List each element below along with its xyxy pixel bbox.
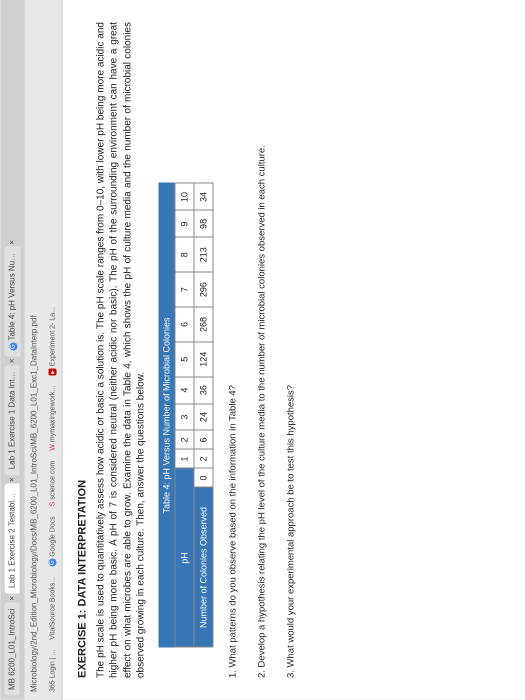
table-row-ph: pH 1 2 3 4 5 6 7 8 9 10 (175, 184, 194, 648)
cell: 5 (175, 342, 194, 377)
google-icon: G (9, 343, 17, 351)
cell: 6 (175, 307, 194, 342)
bookmark-experiment[interactable]: ▸ Experiment 2- La... (49, 307, 57, 376)
tab-close-1[interactable]: × (8, 477, 17, 482)
cell: 1 (175, 450, 194, 469)
row-header-ph: pH (175, 469, 194, 648)
exercise-title: EXERCISE 1: DATA INTERPRETATION (76, 22, 88, 678)
cell: 34 (194, 184, 213, 211)
s-icon: S (49, 502, 56, 507)
tab-2[interactable]: Lab 1 Exercise 1 Data Interpr (5, 365, 20, 475)
cell: 9 (175, 210, 194, 237)
cell: 7 (175, 272, 194, 307)
tab-1[interactable]: Lab 1 Exercise 2 Testable Ob (5, 484, 20, 594)
google-icon: G (49, 559, 57, 567)
bookmark-mymax[interactable]: W mymaxingework... (49, 386, 56, 451)
bookmark-science[interactable]: S science.com (49, 461, 56, 507)
cell: 36 (194, 377, 213, 404)
tab-close-3[interactable]: × (8, 240, 17, 245)
question-2: 2. Develop a hypothesis relating the pH … (256, 22, 267, 678)
cell: 24 (194, 404, 213, 431)
row-header-colonies: Number of Colonies Observed (194, 488, 213, 648)
cell: 2 (194, 450, 213, 469)
cell: 2 (175, 431, 194, 450)
intro-paragraph: The pH scale is used to quantitatively a… (94, 22, 148, 678)
tab-3[interactable]: G Table 4: pH Versus Number of (4, 247, 20, 357)
question-1: 1. What patterns do you observe based on… (227, 22, 238, 678)
cell: 98 (194, 210, 213, 237)
cell: 4 (175, 377, 194, 404)
cell: 296 (194, 272, 213, 307)
yt-icon: ▸ (49, 368, 57, 376)
file-path: Microbiology/2nd_Edition_Microbiology/Do… (30, 315, 39, 692)
cell: 0 (194, 469, 213, 488)
question-3: 3. What would your experimental approach… (285, 22, 296, 678)
table-row-colonies: Number of Colonies Observed 0 2 6 24 36 … (194, 184, 213, 648)
cell: 213 (194, 237, 213, 272)
tab-close-2[interactable]: × (8, 359, 17, 364)
tab-0[interactable]: MB 6200_L01_IntroSci (5, 603, 20, 696)
questions: 1. What patterns do you observe based on… (227, 22, 296, 678)
bookmark-googledocs[interactable]: G Google Docs (49, 516, 57, 566)
cell: 124 (194, 342, 213, 377)
data-table: pH 1 2 3 4 5 6 7 8 9 10 Number of Coloni… (174, 183, 213, 648)
table-title: Table 4: pH Versus Number of Microbial C… (158, 183, 174, 648)
w-icon: W (49, 444, 56, 451)
bookmarks-bar: 365 Login | ... VitalSource Books... G G… (44, 0, 62, 700)
cell: 268 (194, 307, 213, 342)
cell: 8 (175, 237, 194, 272)
cell: 10 (175, 184, 194, 211)
bookmark-vitalsource[interactable]: VitalSource Books... (49, 577, 56, 640)
tab-close-0[interactable]: × (8, 596, 17, 601)
cell: 3 (175, 404, 194, 431)
url-bar: Microbiology/2nd_Edition_Microbiology/Do… (24, 0, 44, 700)
cell: 6 (194, 431, 213, 450)
browser-tabs: MB 6200_L01_IntroSci × Lab 1 Exercise 2 … (0, 0, 24, 700)
document-content: EXERCISE 1: DATA INTERPRETATION The pH s… (62, 0, 525, 700)
bookmark-365[interactable]: 365 Login | ... (49, 650, 56, 692)
